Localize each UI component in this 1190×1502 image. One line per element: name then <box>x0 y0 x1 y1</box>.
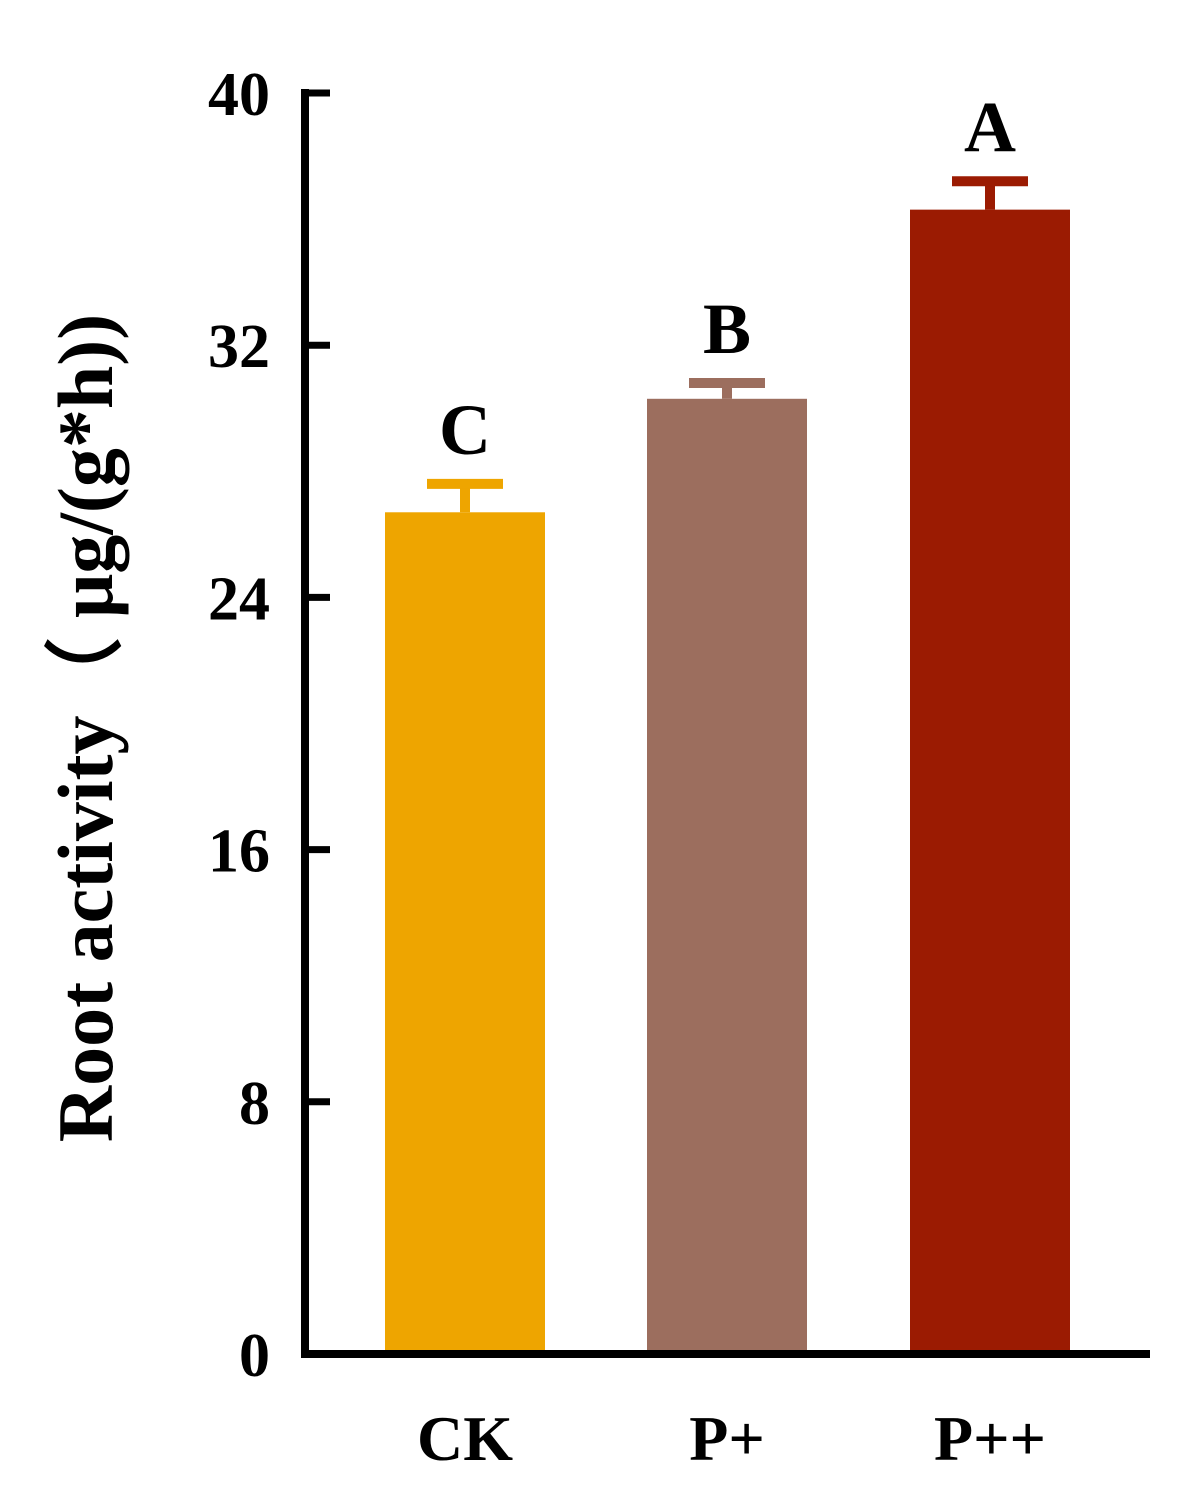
significance-label: C <box>439 390 491 470</box>
y-tick-label: 0 <box>239 1322 270 1390</box>
significance-label: A <box>964 87 1016 167</box>
bar-pplus <box>647 398 807 1355</box>
x-tick-label: CK <box>417 1403 513 1474</box>
labels-layer: C CK B P+ A P++ 0 8 16 24 32 40 <box>208 61 1046 1474</box>
y-tick-label: 24 <box>208 565 270 633</box>
x-tick-label: P++ <box>934 1403 1046 1474</box>
bars-layer <box>385 209 1070 1355</box>
axes-layer <box>301 89 1150 1358</box>
error-bars-layer <box>427 176 1028 513</box>
significance-label: B <box>703 289 751 369</box>
y-tick-label: 8 <box>239 1070 270 1138</box>
y-axis-title: Root activity（ μg/(g*h)) <box>42 314 129 1142</box>
y-tick-label: 32 <box>208 313 270 381</box>
bar-ck <box>385 512 545 1354</box>
y-tick-label: 40 <box>208 61 270 129</box>
x-tick-label: P+ <box>689 1403 765 1474</box>
bar-pplusplus <box>910 209 1070 1355</box>
y-tick-label: 16 <box>208 818 270 886</box>
